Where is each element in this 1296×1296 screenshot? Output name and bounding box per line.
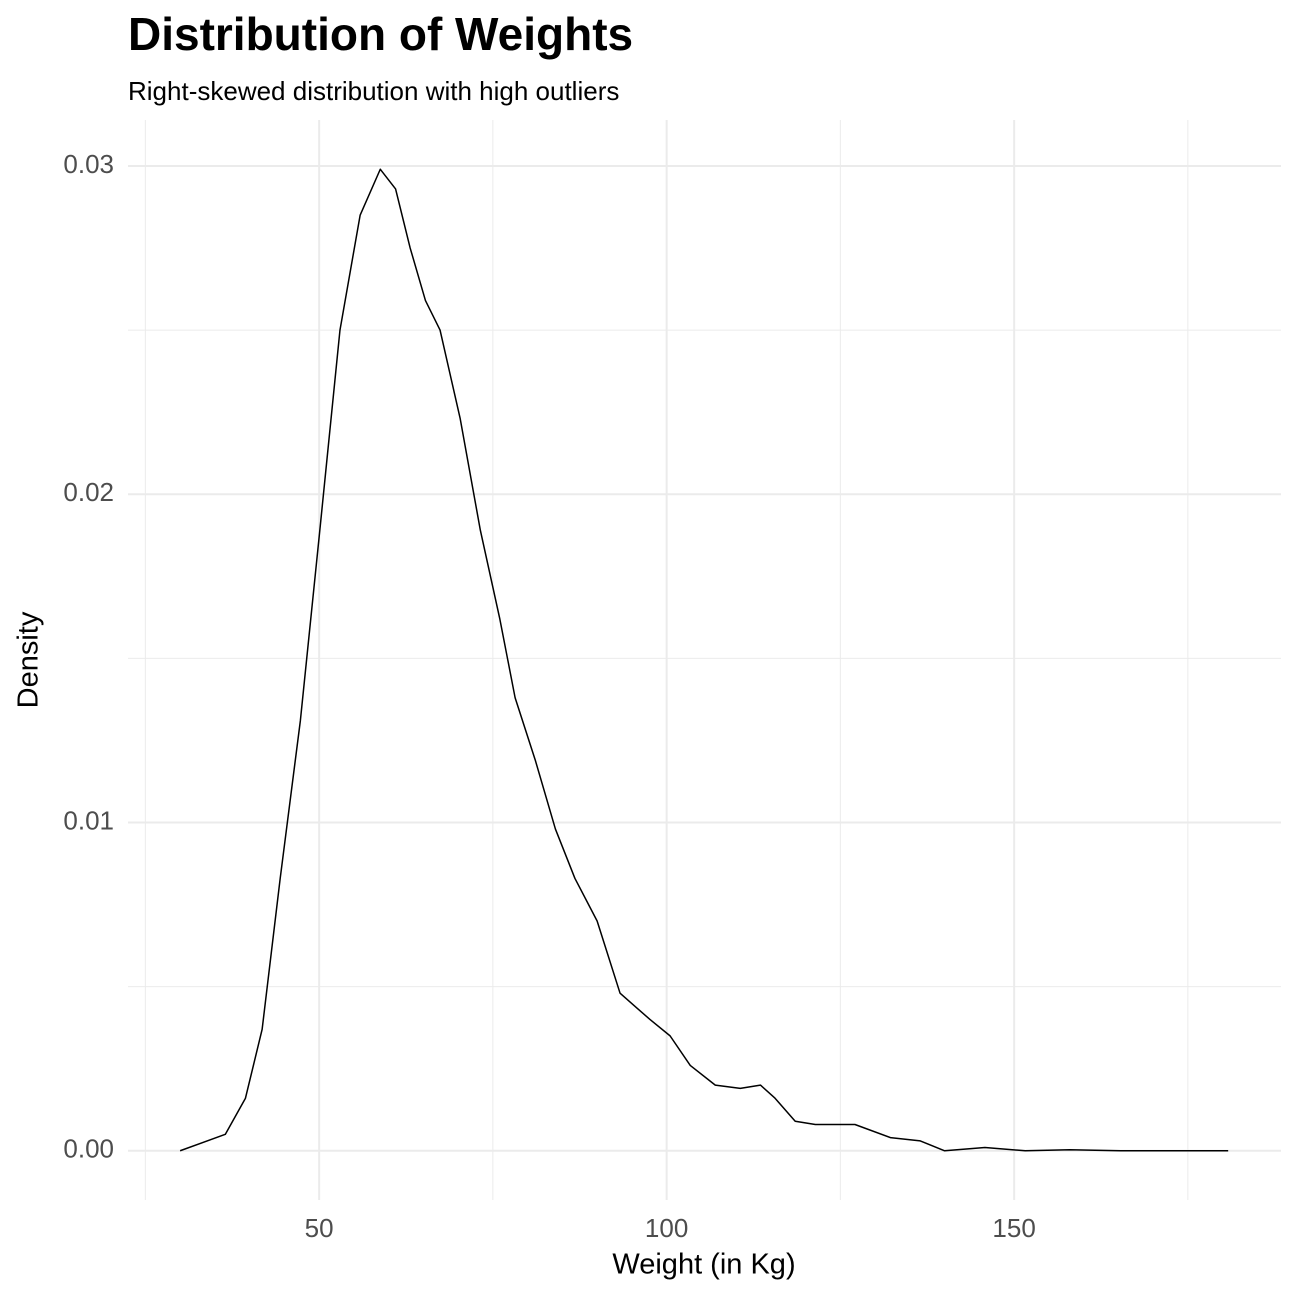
chart-title: Distribution of Weights bbox=[128, 8, 633, 60]
y-tick-label: 0.01 bbox=[63, 805, 114, 835]
x-tick-label: 50 bbox=[305, 1213, 334, 1243]
chart-subtitle: Right-skewed distribution with high outl… bbox=[128, 76, 619, 106]
x-tick-label: 100 bbox=[645, 1213, 688, 1243]
y-tick-label: 0.02 bbox=[63, 477, 114, 507]
y-axis-title: Density bbox=[13, 611, 45, 708]
y-tick-label: 0.03 bbox=[63, 149, 114, 179]
y-tick-label: 0.00 bbox=[63, 1134, 114, 1164]
x-axis-title: Weight (in Kg) bbox=[612, 1249, 795, 1281]
density-line bbox=[179, 168, 1229, 1152]
x-tick-label: 150 bbox=[992, 1213, 1035, 1243]
